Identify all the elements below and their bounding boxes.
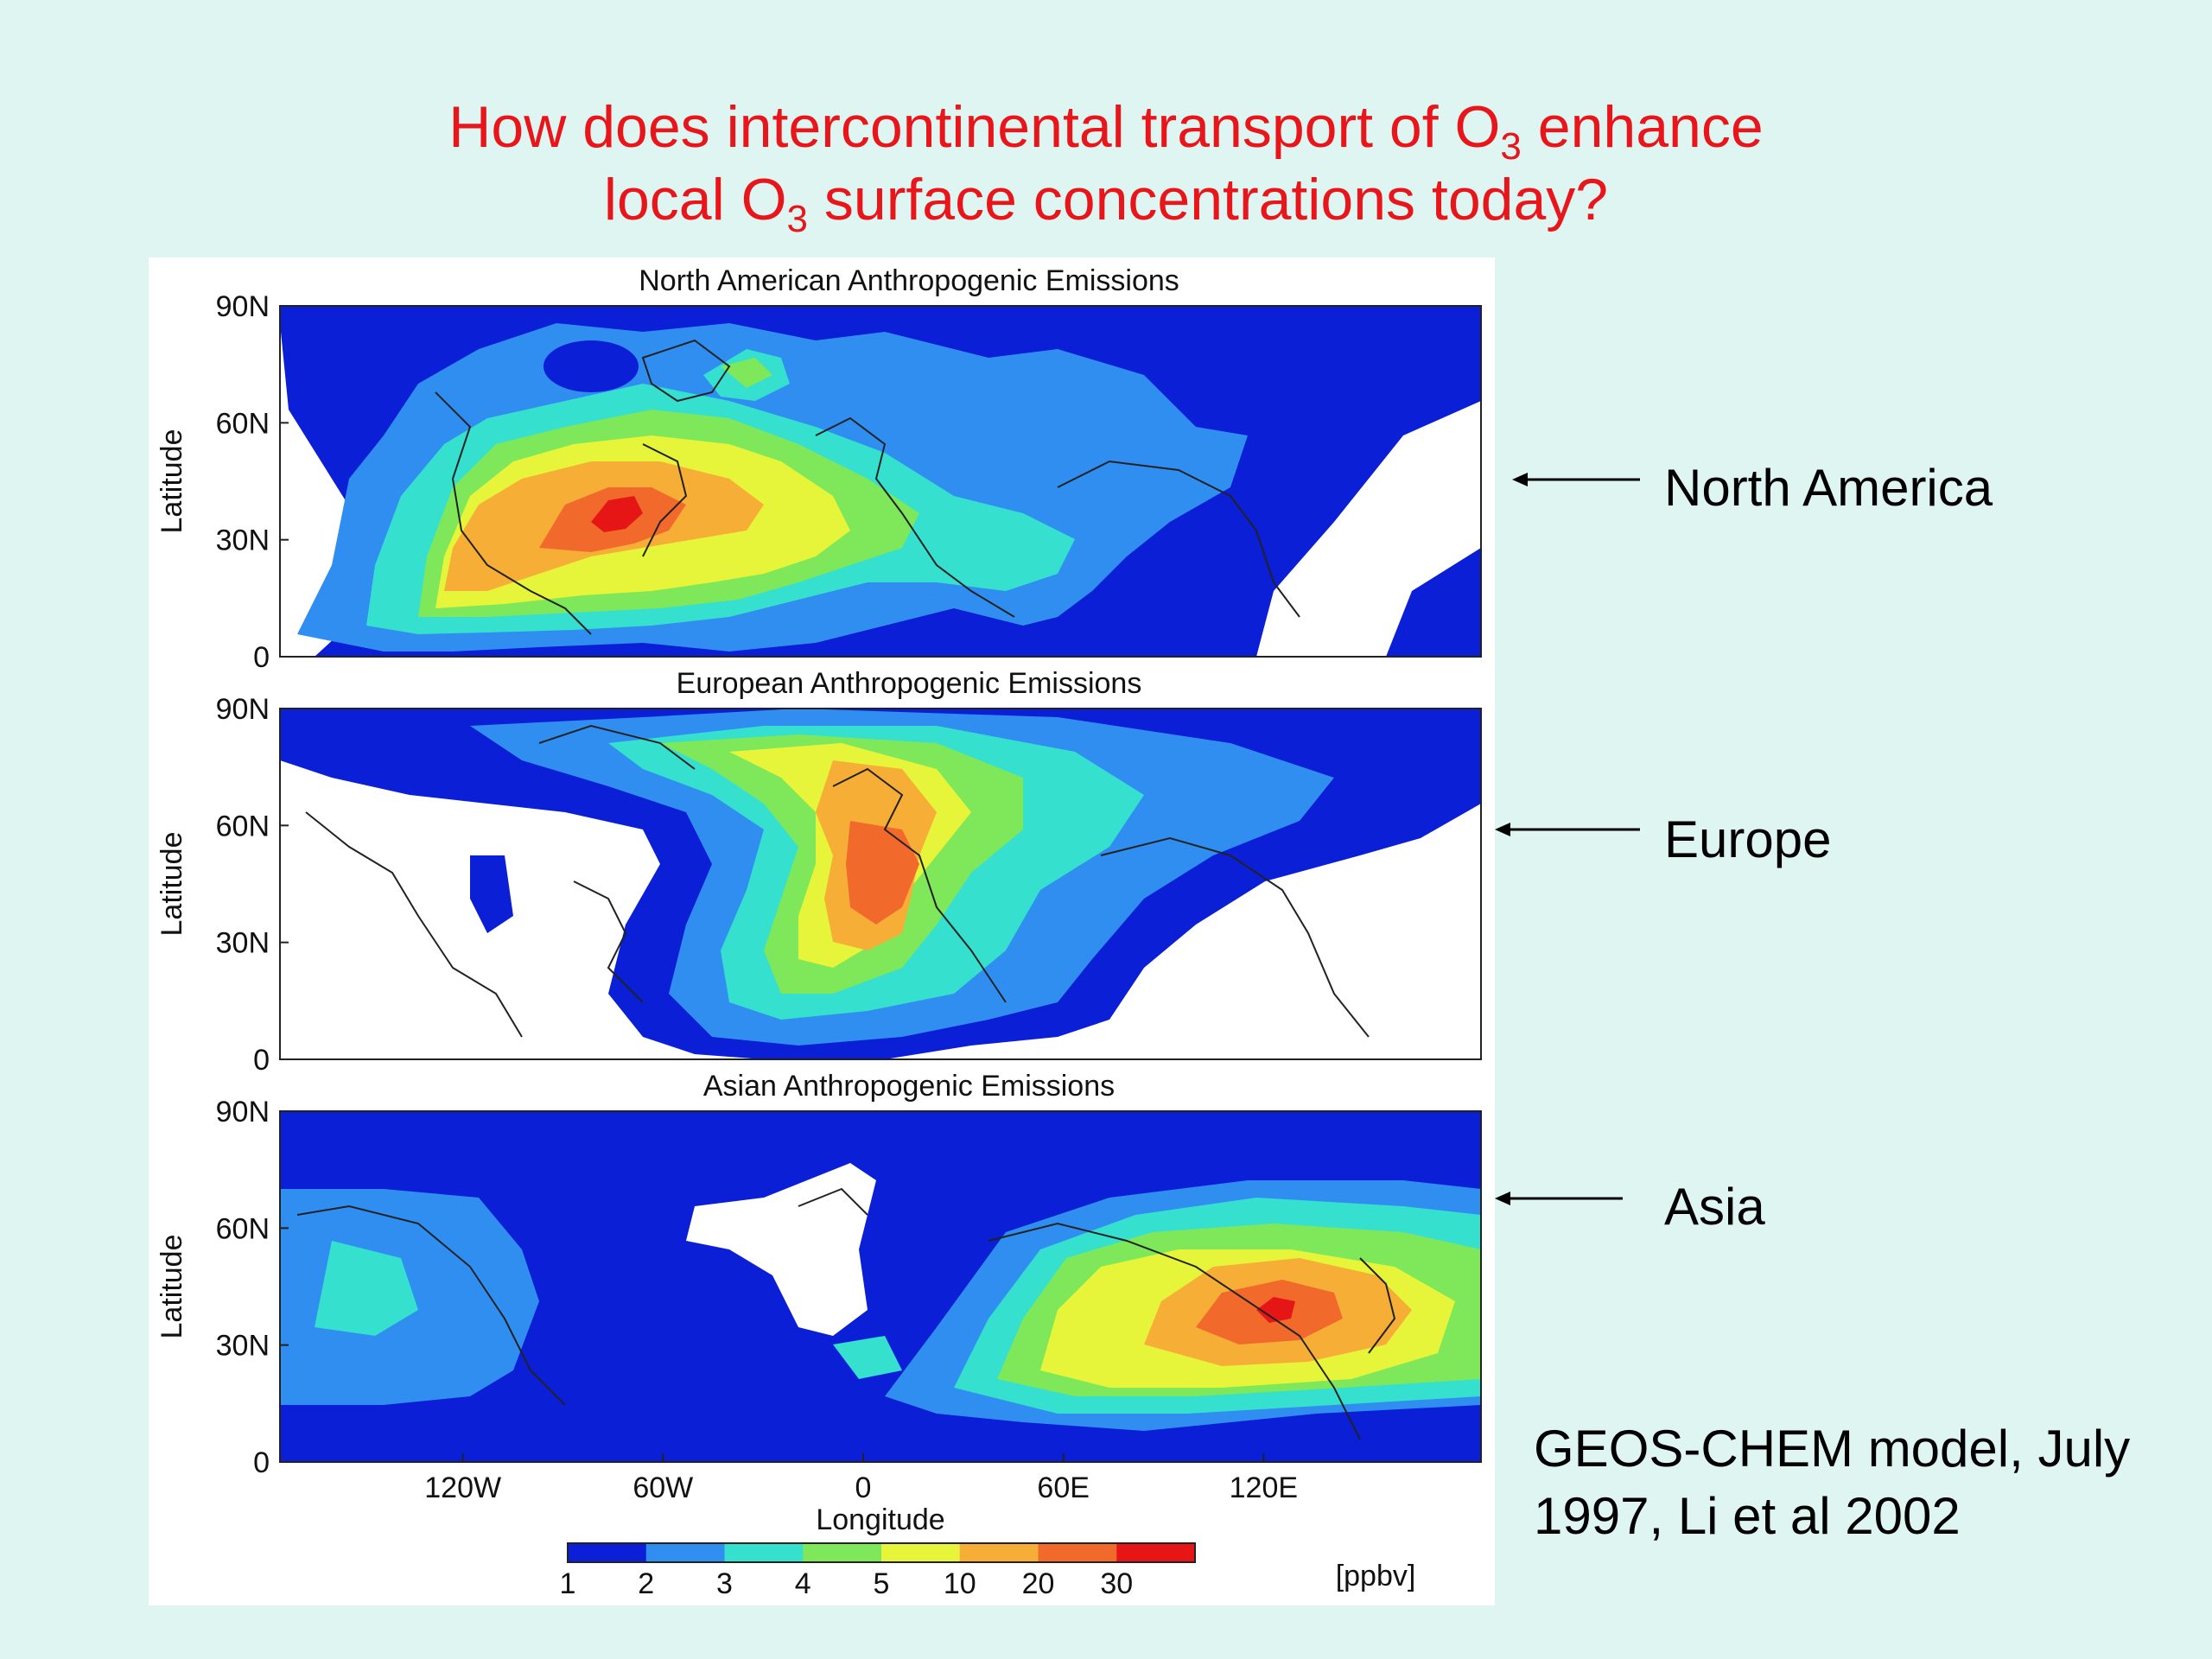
title-text: enhance	[1521, 94, 1764, 160]
title-line-2: local O3 surface concentrations today?	[0, 163, 2212, 238]
y-tick-label: 30N	[216, 1330, 270, 1363]
colorbar-swatch	[1116, 1543, 1196, 1562]
x-axis: 120W 60W 0 60E 120E	[424, 1453, 1298, 1504]
colorbar-swatch	[568, 1543, 647, 1562]
colorbar-tick-label: 3	[716, 1567, 733, 1600]
title-text: surface concentrations today?	[808, 167, 1609, 232]
colorbar-tick-label: 1	[560, 1567, 576, 1600]
y-axis-label: Latitude	[156, 429, 188, 534]
title-line-1: How does intercontinental transport of O…	[0, 91, 2212, 166]
colorbar-swatch	[1038, 1543, 1117, 1562]
colorbar-tick-label: 20	[1022, 1567, 1055, 1600]
colorbar-swatch	[803, 1543, 882, 1562]
x-tick-label: 60W	[632, 1471, 693, 1504]
y-tick-label: 0	[253, 641, 270, 674]
title-text: local O	[603, 167, 787, 232]
y-tick-label: 90N	[216, 693, 270, 726]
y-tick-label: 0	[253, 1044, 270, 1077]
slide-title: How does intercontinental transport of O…	[0, 91, 2212, 238]
x-tick-label: 120E	[1230, 1471, 1298, 1504]
arrow-asia	[1495, 1192, 1623, 1205]
y-axis-label: Latitude	[156, 1235, 188, 1339]
panel-title-asia: Asian Anthropogenic Emissions	[703, 1070, 1115, 1103]
x-tick-label: 60E	[1037, 1471, 1090, 1504]
colorbar-swatch	[881, 1543, 961, 1562]
x-tick-label: 0	[855, 1471, 872, 1504]
y-tick-label: 60N	[216, 407, 270, 440]
y-axis-label: Latitude	[156, 832, 188, 937]
colorbar: 1 2 3 4 5 10 20 30	[560, 1542, 1196, 1600]
panel-title-europe: European Anthropogenic Emissions	[677, 667, 1142, 700]
y-tick-label: 0	[253, 1446, 270, 1479]
y-tick-label: 90N	[216, 1096, 270, 1128]
x-axis-label: Longitude	[816, 1503, 944, 1536]
title-text: How does intercontinental transport of O	[448, 94, 1501, 160]
map-asia	[279, 1110, 1482, 1463]
label-asia: Asia	[1664, 1178, 1765, 1236]
map-north-america	[279, 305, 1482, 658]
y-tick-label: 90N	[216, 290, 270, 323]
colorbar-swatch	[724, 1543, 804, 1562]
subscript: 3	[786, 198, 808, 240]
y-tick-label: 30N	[216, 524, 270, 557]
map-europe	[279, 708, 1482, 1060]
subscript: 3	[1500, 125, 1522, 168]
arrow-europe	[1495, 823, 1640, 836]
source-note: GEOS-CHEM model, July 1997, Li et al 200…	[1534, 1420, 2131, 1545]
model-figure: North American Anthropogenic Emissions	[149, 257, 1495, 1605]
colorbar-tick-label: 5	[874, 1567, 890, 1600]
colorbar-swatch	[645, 1543, 725, 1562]
y-tick-label: 30N	[216, 927, 270, 960]
colorbar-swatch	[959, 1543, 1039, 1562]
panel-title-north-america: North American Anthropogenic Emissions	[639, 264, 1179, 297]
colorbar-tick-label: 2	[638, 1567, 654, 1600]
y-axes: 90N 60N 30N 0 Latitude 90N 60N 30N 0 Latitude 90N 6…	[156, 290, 289, 1479]
colorbar-tick-label: 10	[944, 1567, 976, 1600]
label-europe: Europe	[1664, 810, 1832, 868]
arrow-north-america	[1512, 473, 1640, 486]
x-tick-label: 120W	[424, 1471, 501, 1504]
colorbar-tick-label: 4	[795, 1567, 811, 1600]
y-tick-label: 60N	[216, 810, 270, 842]
colorbar-unit: [ppbv]	[1336, 1560, 1416, 1592]
label-north-america: North America	[1664, 459, 1993, 517]
colorbar-frame	[567, 1542, 1196, 1563]
colorbar-tick-label: 30	[1100, 1567, 1133, 1600]
figure-svg: North American Anthropogenic Emissions	[156, 264, 1482, 1600]
y-tick-label: 60N	[216, 1212, 270, 1245]
